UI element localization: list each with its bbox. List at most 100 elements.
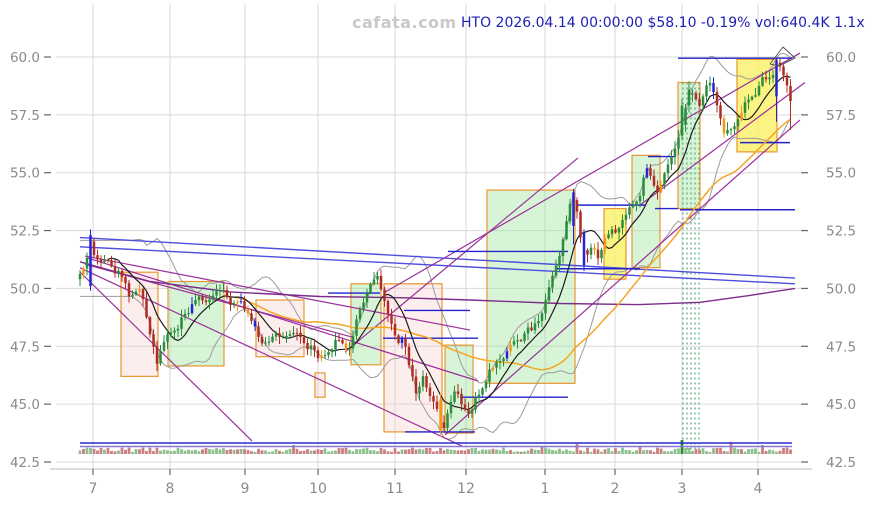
y-axis-label-right: 42.5 <box>826 455 856 471</box>
volume-bar <box>722 450 726 454</box>
volume-bar <box>236 449 239 454</box>
candle <box>299 332 302 338</box>
signal-zone-yellow <box>736 58 778 153</box>
candle <box>698 99 701 106</box>
volume-bar <box>225 450 229 454</box>
volume-bar <box>299 451 302 454</box>
candle <box>190 304 194 314</box>
candle <box>131 294 134 297</box>
volume-bar <box>568 450 572 454</box>
volume-bar <box>582 451 586 454</box>
candle <box>78 274 82 280</box>
candle <box>582 232 586 266</box>
volume-bar <box>547 448 551 454</box>
candle <box>320 355 323 359</box>
candle <box>533 323 537 331</box>
candle <box>215 291 218 296</box>
candle <box>537 320 540 324</box>
candle <box>645 168 649 178</box>
volume-bar <box>551 450 554 454</box>
candle <box>789 85 792 101</box>
signal-zone-pink <box>314 372 326 398</box>
candle <box>425 376 428 388</box>
candle <box>124 276 127 284</box>
candle <box>561 239 565 257</box>
candle <box>197 296 201 300</box>
volume-bar <box>705 451 708 454</box>
candle <box>477 394 481 398</box>
volume-bar <box>355 449 358 454</box>
volume-bar <box>400 449 404 454</box>
candle <box>554 265 558 276</box>
volume-bar <box>148 447 152 454</box>
volume-bar <box>393 448 397 454</box>
volume-bar <box>586 447 589 454</box>
candle <box>722 118 726 134</box>
candle <box>260 336 264 344</box>
volume-bar <box>302 450 306 454</box>
volume-bar <box>565 449 568 454</box>
volume-bar <box>649 450 652 454</box>
candle <box>113 266 117 274</box>
volume-bar <box>327 451 330 454</box>
volume-bar <box>537 449 540 454</box>
volume-bar <box>407 449 411 454</box>
candle <box>187 313 190 315</box>
candle <box>453 391 456 402</box>
grid-layer <box>56 4 800 469</box>
candle <box>222 289 225 291</box>
candle <box>782 66 785 76</box>
candle <box>232 303 236 305</box>
candle <box>253 320 257 327</box>
candle <box>761 77 764 86</box>
candle <box>155 346 159 364</box>
candle <box>715 92 719 106</box>
candle <box>750 96 754 100</box>
candle <box>736 119 740 127</box>
volume-bar <box>222 448 225 454</box>
volume-bar <box>474 448 477 454</box>
candle <box>162 341 166 351</box>
candle <box>670 156 673 165</box>
volume-bar <box>701 448 705 454</box>
y-axis-label-left: 57.5 <box>10 108 40 124</box>
volume-bar <box>519 451 523 454</box>
volume-bar <box>740 449 743 454</box>
candle <box>456 391 460 394</box>
volume-bar <box>120 447 124 454</box>
volume-bar <box>267 451 271 454</box>
candle <box>302 337 306 344</box>
candle <box>614 229 617 233</box>
volume-bar <box>211 449 215 454</box>
candle <box>414 376 418 394</box>
candle <box>460 393 463 405</box>
candle <box>649 168 652 176</box>
volume-bar <box>271 451 274 454</box>
y-axis-label-right: 52.5 <box>826 224 856 240</box>
candle <box>250 313 253 321</box>
candle <box>491 367 495 370</box>
volume-bar <box>323 448 327 454</box>
volume-bar <box>285 449 288 454</box>
candle <box>372 279 376 285</box>
volume-bar <box>736 448 740 454</box>
volume-bar <box>176 447 180 454</box>
candle <box>481 388 484 395</box>
y-axis-label-left: 52.5 <box>10 224 40 240</box>
volume-bar <box>201 449 204 454</box>
candle <box>208 299 211 303</box>
volume-bar <box>631 451 635 454</box>
candle <box>652 175 656 186</box>
long-ma-layer <box>79 261 796 306</box>
regression-lines-layer <box>79 236 796 285</box>
volume-bar <box>694 448 698 454</box>
volume-bar <box>652 451 656 454</box>
volume-bar <box>456 450 460 454</box>
candle <box>432 396 435 402</box>
volume-bar <box>124 449 127 454</box>
candle <box>726 129 729 134</box>
candle <box>638 195 642 202</box>
candle <box>768 77 771 80</box>
candle <box>176 328 180 331</box>
